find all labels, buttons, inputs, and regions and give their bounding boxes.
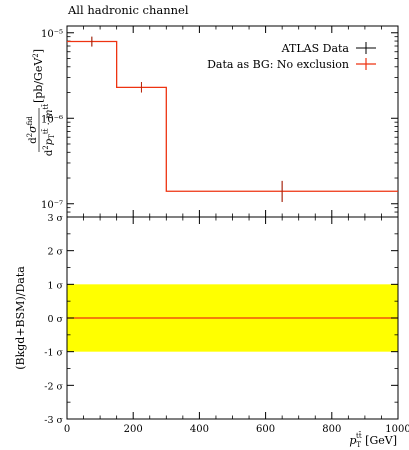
ratio-y-axis-label: (Bkgd+BSM)/Data	[14, 266, 27, 370]
main-y-axis-label: d2σfid d2pTtt̄ · mtt̄ [pb/GeV2]	[26, 49, 56, 156]
x-tick-label: 800	[322, 424, 341, 435]
x-tick-label: 600	[256, 424, 275, 435]
ratio-y-ticks: 3 σ 2 σ 1 σ 0 σ -1 σ -2 σ -3 σ	[44, 213, 398, 426]
ratio-y-tick-label: 1 σ	[47, 280, 63, 291]
ratio-panel: 3 σ 2 σ 1 σ 0 σ -1 σ -2 σ -3 σ 0 200 400 600 800 10…	[14, 26, 409, 449]
legend-label-data-as-bg: Data as BG: No exclusion	[207, 58, 349, 71]
main-data-points	[91, 36, 283, 202]
legend: ATLAS Data Data as BG: No exclusion	[207, 42, 376, 71]
svg-text:d2pTtt̄ · mtt̄: d2pTtt̄ · mtt̄	[40, 104, 56, 156]
main-y-tick-label: 10⁻⁵	[41, 29, 63, 40]
main-y-ticks: 10⁻⁷ 10⁻⁶ 10⁻⁵	[41, 29, 398, 218]
legend-marker-atlas-data	[356, 42, 376, 54]
legend-label-atlas-data: ATLAS Data	[281, 42, 350, 55]
main-y-tick-label: 10⁻⁷	[41, 200, 63, 211]
legend-marker-data-as-bg	[356, 58, 376, 70]
ratio-y-tick-label: -1 σ	[44, 348, 63, 359]
x-tick-label: 1000	[385, 424, 409, 435]
ratio-y-tick-label: 0 σ	[47, 314, 63, 325]
main-panel: 10⁻⁷ 10⁻⁶ 10⁻⁵ d2σfid d2pTtt̄ · mtt̄ [pb/G…	[26, 25, 399, 218]
main-y-tick-label: 10⁻⁶	[41, 114, 63, 125]
ratio-y-tick-label: -2 σ	[44, 381, 63, 392]
x-tick-label: 400	[190, 424, 209, 435]
x-tick-label: 0	[64, 424, 70, 435]
x-axis-label: pTtt̄ [GeV]	[349, 430, 397, 449]
ratio-y-tick-label: -3 σ	[44, 415, 63, 426]
ratio-y-tick-label: 3 σ	[47, 213, 63, 224]
ratio-y-tick-label: 2 σ	[47, 247, 63, 258]
x-tick-label: 200	[124, 424, 143, 435]
svg-text:[pb/GeV2]: [pb/GeV2]	[32, 49, 45, 103]
svg-text:d2σfid: d2σfid	[26, 116, 39, 144]
chart-title: All hadronic channel	[67, 3, 189, 17]
x-ticks: 0 200 400 600 800 1000	[64, 26, 409, 435]
